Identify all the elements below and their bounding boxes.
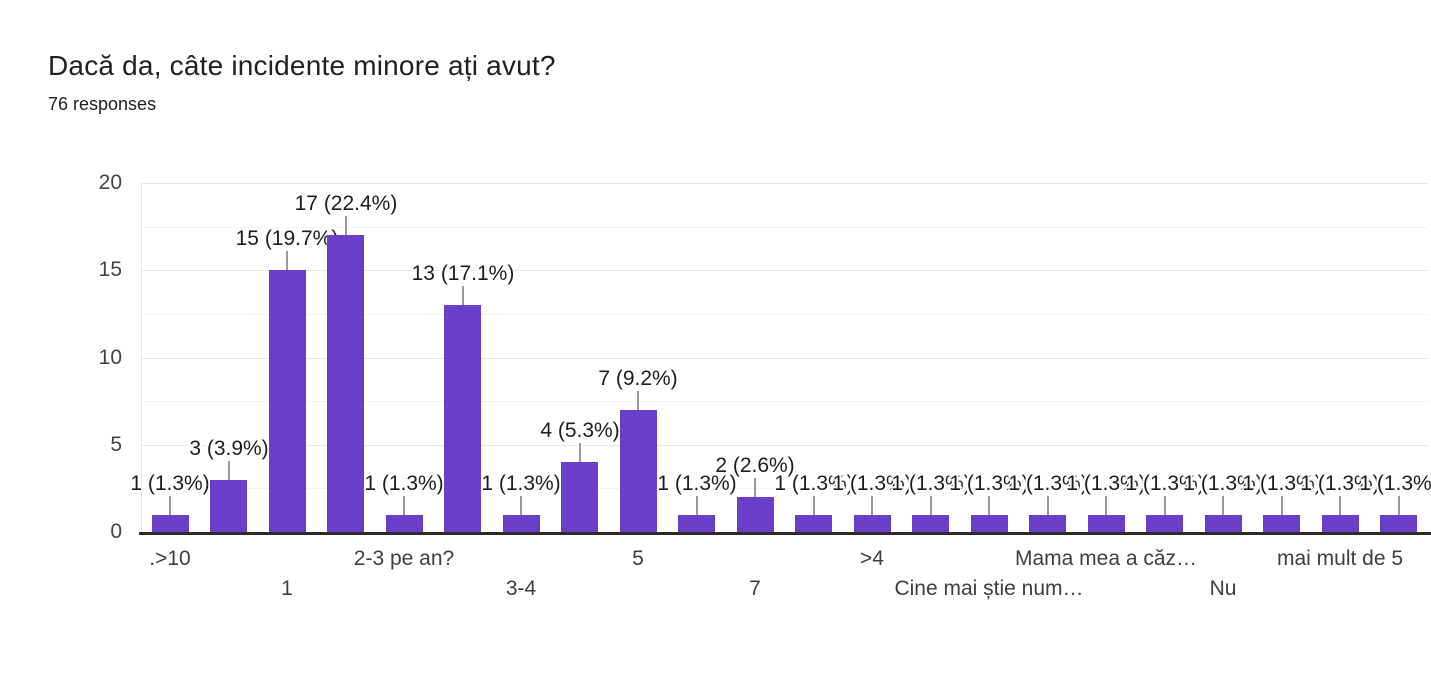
x-tick-label: Cine mai știe num…	[894, 577, 1084, 600]
annotation-stem	[1047, 496, 1049, 515]
x-tick-label: >4	[860, 547, 884, 570]
annotation-stem	[462, 286, 464, 305]
bar	[854, 515, 891, 532]
response-count: 76 responses	[48, 94, 157, 114]
bar	[1029, 515, 1066, 532]
gridline-major	[141, 358, 1428, 359]
annotation-stem	[813, 496, 815, 515]
annotation-stem	[1339, 496, 1341, 515]
x-tick-label: 3-4	[505, 577, 537, 600]
bar-value-label: 17 (22.4%)	[294, 192, 398, 215]
bar-value-label: 1 (1.3%)	[1359, 472, 1431, 495]
bar-value-label: 1 (1.3%)	[774, 472, 854, 495]
x-tick-label: 5	[632, 547, 644, 570]
bar	[737, 497, 774, 532]
bar-value-label: 1 (1.3%)	[1242, 472, 1322, 495]
bar-value-label: 1 (1.3%)	[1008, 472, 1088, 495]
y-tick-label: 10	[98, 346, 122, 369]
bar	[152, 515, 189, 532]
bar-value-label: 1 (1.3%)	[1300, 472, 1380, 495]
annotation-stem	[637, 391, 639, 410]
bar	[620, 410, 657, 532]
bar	[678, 515, 715, 532]
bar-value-label: 1 (1.3%)	[949, 472, 1029, 495]
bar-value-label: 1 (1.3%)	[657, 472, 737, 495]
bar-value-label: 4 (5.3%)	[540, 419, 620, 442]
bar	[1322, 515, 1359, 532]
gridline-major	[141, 445, 1428, 446]
bar-value-label: 15 (19.7%)	[235, 227, 339, 250]
annotation-stem	[286, 251, 288, 270]
y-tick-label: 0	[110, 520, 122, 543]
bar	[327, 235, 364, 532]
annotation-stem	[1281, 496, 1283, 515]
x-tick-label: Nu	[1209, 577, 1237, 600]
gridline-minor	[141, 488, 1428, 489]
bar-value-label: 13 (17.1%)	[411, 262, 515, 285]
bar-value-label: 1 (1.3%)	[1066, 472, 1146, 495]
bar	[971, 515, 1008, 532]
bar	[386, 515, 423, 532]
annotation-stem	[345, 216, 347, 235]
bar-value-label: 7 (9.2%)	[598, 367, 678, 390]
x-tick-label: Mama mea a căz…	[1014, 547, 1198, 570]
chart-title: Dacă da, câte incidente minore ați avut?	[48, 50, 556, 81]
annotation-stem	[696, 496, 698, 515]
bar	[561, 462, 598, 532]
bar-value-label: 1 (1.3%)	[481, 472, 561, 495]
x-tick-label: 7	[749, 577, 761, 600]
y-tick-label: 20	[98, 171, 122, 194]
bar	[795, 515, 832, 532]
annotation-stem	[754, 478, 756, 497]
annotation-stem	[1398, 496, 1400, 515]
annotation-stem	[403, 496, 405, 515]
bar	[1263, 515, 1300, 532]
y-axis-line	[141, 183, 142, 532]
x-tick-label: mai mult de 5	[1276, 547, 1404, 570]
bar-value-label: 1 (1.3%)	[1125, 472, 1205, 495]
gridline-major	[141, 270, 1428, 271]
bar	[269, 270, 306, 532]
annotation-stem	[520, 496, 522, 515]
annotation-stem	[169, 496, 171, 515]
annotation-stem	[930, 496, 932, 515]
bar-value-label: 1 (1.3%)	[1183, 472, 1263, 495]
bar-value-label: 1 (1.3%)	[891, 472, 971, 495]
y-tick-label: 15	[98, 258, 122, 281]
bar-value-label: 1 (1.3%)	[364, 472, 444, 495]
annotation-stem	[1105, 496, 1107, 515]
bar-value-label: 3 (3.9%)	[189, 437, 269, 460]
x-tick-label: .>10	[149, 547, 191, 570]
gridline-minor	[141, 314, 1428, 315]
bar	[1146, 515, 1183, 532]
bar-value-label: 1 (1.3%)	[832, 472, 912, 495]
bar	[1205, 515, 1242, 532]
x-tick-label: 1	[281, 577, 293, 600]
x-axis-baseline	[139, 532, 1431, 535]
annotation-stem	[228, 461, 230, 480]
gridline-minor	[141, 227, 1428, 228]
bar	[210, 480, 247, 532]
y-tick-label: 5	[110, 433, 122, 456]
x-tick-label: 2-3 pe an?	[353, 547, 455, 570]
bar	[1088, 515, 1125, 532]
gridline-minor	[141, 401, 1428, 402]
annotation-stem	[871, 496, 873, 515]
bar	[912, 515, 949, 532]
bar-value-label: 2 (2.6%)	[715, 454, 795, 477]
annotation-stem	[1164, 496, 1166, 515]
annotation-stem	[988, 496, 990, 515]
annotation-stem	[579, 443, 581, 462]
bar-value-label: 1 (1.3%)	[130, 472, 210, 495]
annotation-stem	[1222, 496, 1224, 515]
gridline-major	[141, 183, 1428, 184]
bar	[1380, 515, 1417, 532]
bar	[444, 305, 481, 532]
bar	[503, 515, 540, 532]
